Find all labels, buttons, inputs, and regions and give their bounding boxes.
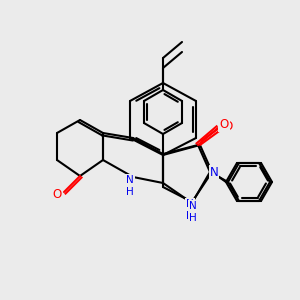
Text: O: O [219, 118, 229, 131]
Text: O: O [52, 188, 62, 200]
Text: N
H: N H [186, 199, 194, 221]
Text: N: N [210, 166, 218, 178]
Text: O: O [224, 121, 232, 134]
Text: N: N [210, 166, 218, 178]
Text: N
H: N H [189, 201, 197, 223]
Text: N
H: N H [126, 175, 134, 197]
